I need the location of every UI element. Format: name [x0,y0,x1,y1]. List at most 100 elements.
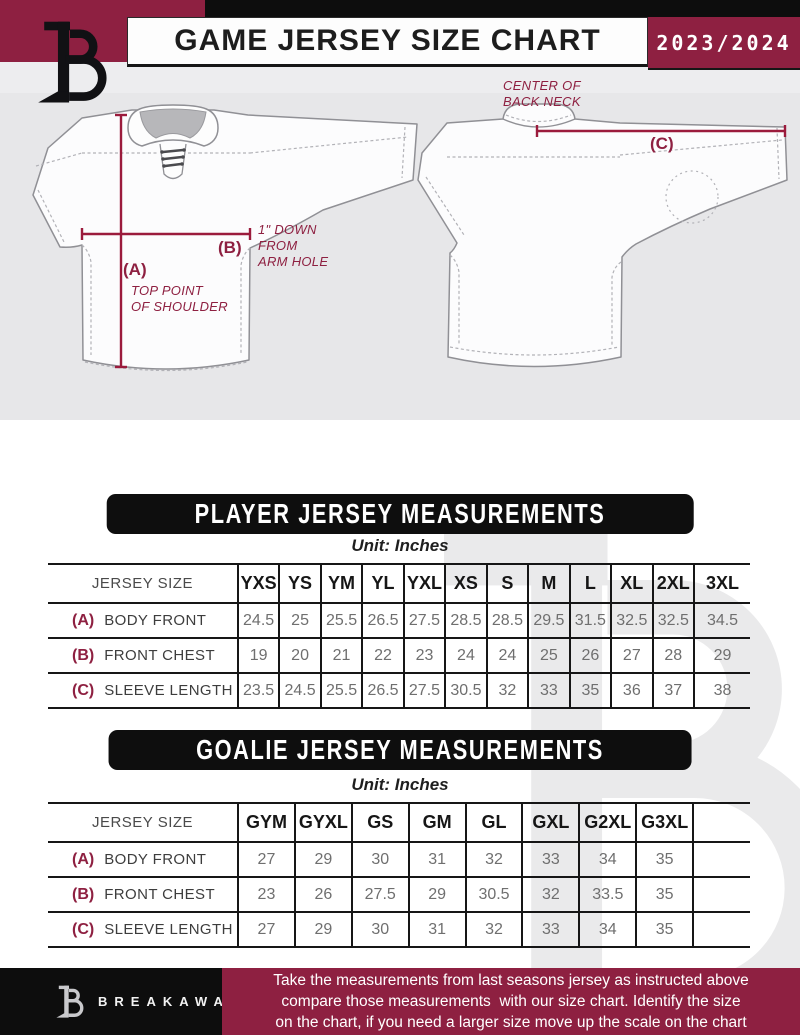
row-label-cell: (A) BODY FRONT [48,604,237,637]
measure-b-note: 1" DOWN FROM ARM HOLE [258,222,328,270]
size-column-header: GYXL [293,804,351,841]
value-cell: 26.5 [361,604,402,637]
value-cell: 34 [578,843,635,876]
value-cell: 35 [635,913,692,946]
value-cell: 32 [464,843,522,876]
value-cell: 32.5 [651,604,693,637]
value-cell: 27.5 [350,878,408,911]
size-column-header: YL [361,565,402,602]
size-column-header: GXL [521,804,578,841]
row-name: SLEEVE LENGTH [104,921,233,938]
text-line: Take the measurements from last seasons … [273,972,749,989]
value-cell: 38 [693,674,750,707]
size-column-header: XS [444,565,485,602]
value-cell: 36 [610,674,651,707]
row-label-cell: (B) FRONT CHEST [48,878,237,911]
jersey-size-header-label: JERSEY SIZE [91,814,194,831]
value-cell: 24.5 [278,674,319,707]
value-cell: 23.5 [236,674,278,707]
value-cell: 27 [237,843,294,876]
text-line: TOP POINT [131,283,204,298]
text-line: 1" DOWN [258,222,317,237]
row-label-cell: (C) SLEEVE LENGTH [48,913,237,946]
footer-brand-logo-icon [52,985,86,1019]
table-header-row: JERSEY SIZE YXS YS YM YL YXL XS S M L XL 2XL 3XL [48,563,750,602]
value-cell: 32 [464,913,522,946]
row-key: (B) [72,646,95,664]
table-row: (C) SLEEVE LENGTH 27 29 30 31 32 33 34 35 [48,911,750,946]
table-header-row: JERSEY SIZE GYM GYXL GS GM GL GXL G2XL G3XL [48,802,750,841]
value-cell: 23 [237,878,294,911]
value-cell: 26.5 [361,674,402,707]
empty-cell [692,878,750,911]
jersey-size-header-cell: JERSEY SIZE [48,804,237,841]
footer-brand-block: BREAKAWAY [0,968,237,1035]
value-cell: 35 [635,843,692,876]
value-cell: 27 [237,913,294,946]
value-cell: 22 [361,639,402,672]
row-name: FRONT CHEST [104,647,216,664]
value-cell: 34 [578,913,635,946]
size-column-header: L [568,565,610,602]
measure-c-label: (C) [650,134,674,153]
title-bar: GAME JERSEY SIZE CHART [127,17,648,67]
player-heading-text: PLAYER JERSEY MEASUREMENTS [194,498,606,529]
value-cell: 31.5 [568,604,610,637]
player-section-heading: PLAYER JERSEY MEASUREMENTS [106,494,694,534]
season-badge: 2023/2024 [648,17,800,70]
measure-a-label: (A) [123,260,147,279]
empty-cell [692,843,750,876]
value-cell: 31 [407,843,465,876]
text-line: on the chart, if you need a larger size … [275,1014,747,1031]
back-jersey-diagram [417,103,788,368]
value-cell: 28 [651,639,693,672]
size-column-header: S [485,565,527,602]
value-cell: 21 [319,639,361,672]
value-cell: 19 [236,639,278,672]
page-title: GAME JERSEY SIZE CHART [174,24,601,57]
value-cell: 35 [635,878,692,911]
value-cell: 37 [651,674,693,707]
size-column-header: YXS [236,565,278,602]
table-row: (B) FRONT CHEST 19 20 21 22 23 24 24 25 26 27 28 29 [48,637,750,672]
value-cell: 33 [527,674,568,707]
jersey-size-header-cell: JERSEY SIZE [48,565,237,602]
value-cell: 34.5 [693,604,750,637]
goalie-section-heading: GOALIE JERSEY MEASUREMENTS [108,730,692,770]
value-cell: 23 [402,639,444,672]
value-cell: 30 [350,913,408,946]
table-row: (A) BODY FRONT 24.5 25 25.5 26.5 27.5 28.5 28.5 2… [48,602,750,637]
value-cell: 35 [568,674,610,707]
value-cell: 33.5 [578,878,635,911]
value-cell: 20 [278,639,319,672]
size-column-header: 2XL [651,565,693,602]
value-cell: 27 [610,639,651,672]
value-cell: 25 [278,604,319,637]
value-cell: 25 [527,639,568,672]
table-row: (B) FRONT CHEST 23 26 27.5 29 30.5 32 33.5 35 [48,876,750,911]
text-line: OF SHOULDER [131,299,228,314]
value-cell: 27.5 [402,674,444,707]
value-cell: 29 [407,878,465,911]
size-column-header: G3XL [635,804,692,841]
player-unit-label: Unit: Inches [351,536,449,555]
footer-brand-name: BREAKAWAY [98,994,245,1009]
row-key: (A) [72,611,95,629]
value-cell: 24 [444,639,485,672]
goalie-heading-text: GOALIE JERSEY MEASUREMENTS [196,734,604,765]
value-cell: 32 [485,674,527,707]
measure-c-note: CENTER OF BACK NECK [503,78,581,110]
measure-a-note: TOP POINT OF SHOULDER [131,283,228,315]
value-cell: 32 [521,878,578,911]
text-line: FROM [258,238,298,253]
value-cell: 25.5 [319,604,361,637]
size-column-header: YM [319,565,361,602]
value-cell: 29.5 [527,604,568,637]
text-line: CENTER OF [503,78,581,93]
text-line: BACK NECK [503,94,581,109]
size-column-header: XL [610,565,651,602]
empty-cell [692,804,750,841]
size-column-header: GM [407,804,465,841]
row-label-cell: (B) FRONT CHEST [48,639,237,672]
